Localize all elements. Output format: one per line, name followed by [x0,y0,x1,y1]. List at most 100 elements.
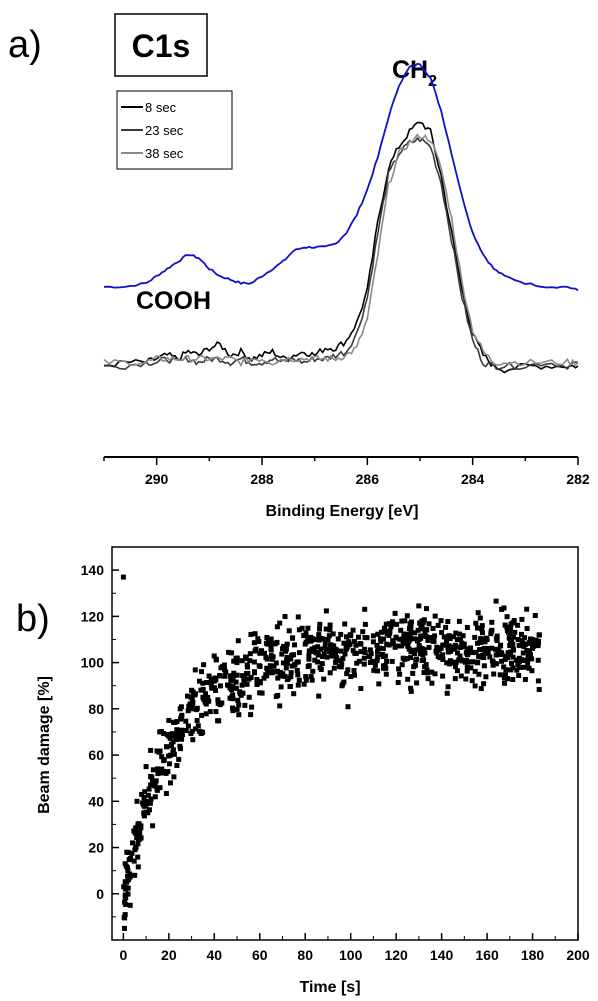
scatter-point [479,626,485,632]
panel-b-ytick-label: 100 [81,655,105,671]
scatter-point [478,639,484,645]
scatter-point [434,650,440,656]
scatter-point [489,619,495,625]
scatter-point [507,627,513,633]
scatter-point [481,645,487,651]
scatter-point [256,639,262,644]
scatter-point [217,673,223,678]
scatter-point [516,673,522,678]
panel-b-frame [111,546,579,941]
scatter-point [475,625,480,631]
scatter-point [399,618,405,624]
scatter-point [190,689,196,695]
scatter-point [213,677,219,683]
scatter-point [148,796,154,802]
scatter-point [526,640,532,646]
scatter-point [424,667,430,673]
scatter-point [510,677,516,682]
scatter-point [255,636,261,642]
scatter-point [340,656,346,662]
scatter-point [326,633,332,639]
scatter-point [421,617,427,623]
scatter-point [519,616,525,622]
scatter-point [236,702,242,708]
scatter-point [188,694,194,700]
scatter-point [217,702,223,708]
scatter-point [509,642,515,648]
scatter-point [343,645,349,651]
scatter-point [278,684,284,690]
scatter-point [477,647,483,652]
panel-b-xtick-label: 160 [475,947,499,963]
scatter-point [519,641,525,647]
scatter-point [325,637,331,642]
scatter-point [441,642,447,648]
scatter-point [483,674,489,680]
scatter-point [277,703,283,709]
scatter-point [263,640,269,646]
scatter-point [299,625,305,631]
scatter-point [136,822,142,828]
scatter-point [306,663,312,669]
scatter-point [168,752,173,758]
scatter-point [478,686,484,692]
scatter-point [400,636,406,642]
scatter-point [330,631,336,637]
scatter-point [403,631,409,637]
scatter-point [269,656,275,662]
scatter-point [408,688,414,694]
scatter-point [432,613,438,619]
scatter-point [434,644,440,650]
scatter-point [410,670,416,676]
scatter-point [222,673,228,679]
scatter-point [161,758,167,764]
scatter-point [504,624,510,630]
scatter-point [263,672,269,678]
scatter-point [222,667,227,673]
scatter-point [246,694,252,700]
scatter-point [358,649,364,655]
scatter-point [536,632,542,638]
scatter-point [295,614,301,620]
scatter-point [289,663,295,669]
scatter-point [370,633,376,639]
scatter-point [147,800,153,806]
scatter-point [436,647,442,653]
scatter-point [230,683,236,689]
scatter-point [137,830,143,836]
scatter-point [186,703,192,709]
scatter-point [529,656,535,662]
scatter-point [399,662,405,668]
scatter-point [497,672,503,678]
scatter-point [395,680,401,685]
scatter-point [376,681,382,687]
scatter-point [463,658,469,663]
scatter-point [294,659,300,665]
scatter-point [388,624,394,630]
panel-b-points [120,574,542,931]
scatter-point [337,658,343,664]
scatter-point [383,621,389,627]
scatter-point [190,737,196,743]
scatter-point [194,718,200,723]
panel-a-tick-label: 282 [566,471,590,487]
scatter-point [384,631,390,637]
scatter-point [228,673,234,679]
scatter-point [295,682,301,688]
scatter-point [163,770,169,776]
scatter-point [156,767,162,773]
scatter-point [287,684,293,689]
scatter-point [269,670,275,676]
scatter-point [511,634,516,640]
scatter-point [481,663,487,669]
panel-b-ytick-label: 0 [96,886,104,902]
scatter-point [141,811,147,817]
scatter-point [503,672,508,678]
scatter-point [269,664,275,670]
scatter-point [461,641,467,647]
scatter-point [437,655,443,661]
scatter-point [183,728,189,733]
scatter-point [512,629,518,635]
scatter-point [123,885,129,891]
scatter-point [347,641,353,647]
